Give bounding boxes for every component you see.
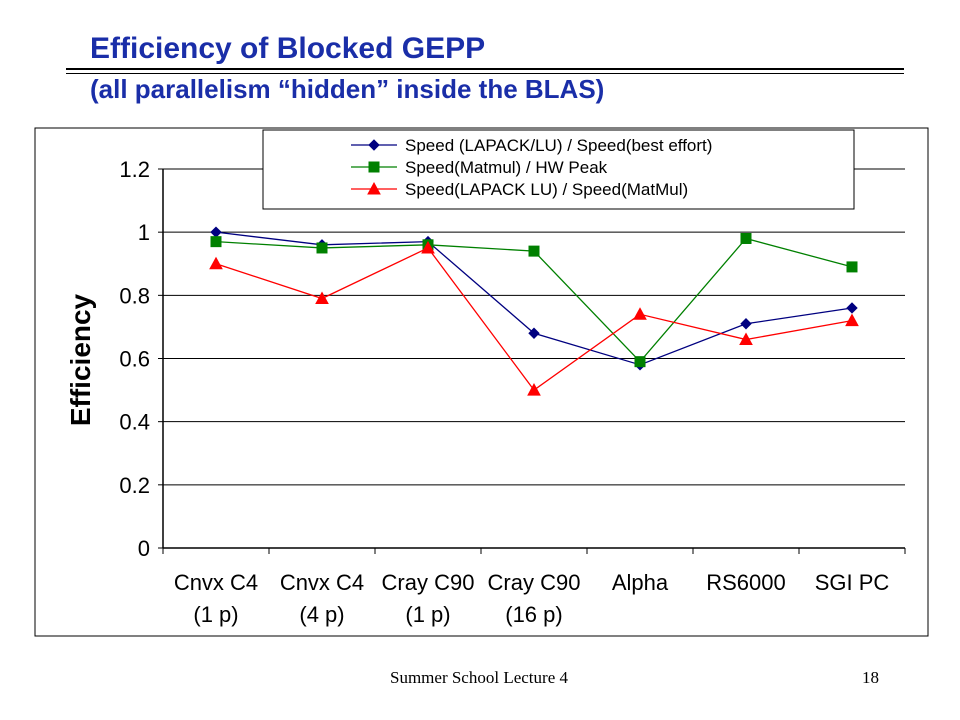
data-point	[846, 302, 858, 314]
x-tick-label: Cnvx C4	[174, 570, 258, 595]
legend-marker	[367, 181, 381, 195]
data-point	[846, 261, 858, 273]
x-tick-label: Cray C90	[488, 570, 581, 595]
x-tick-sublabel: (1 p)	[405, 602, 450, 627]
title-underline-thin	[66, 73, 904, 74]
x-tick-label: Cnvx C4	[280, 570, 364, 595]
data-point	[740, 318, 752, 330]
y-axis-label: Efficiency	[65, 293, 96, 426]
y-tick-label: 0	[138, 536, 150, 561]
data-point	[528, 327, 540, 339]
data-point	[739, 332, 753, 346]
data-point	[316, 242, 328, 254]
y-tick-label: 0.2	[119, 473, 150, 498]
data-point	[421, 240, 435, 254]
x-tick-sublabel: (1 p)	[193, 602, 238, 627]
legend-marker	[368, 139, 380, 151]
legend-label: Speed(Matmul) / HW Peak	[405, 158, 608, 177]
x-tick-label: Alpha	[612, 570, 669, 595]
x-tick-label: RS6000	[706, 570, 786, 595]
y-tick-label: 1	[138, 220, 150, 245]
data-point	[528, 245, 540, 257]
data-point	[845, 313, 859, 327]
data-point	[209, 256, 223, 270]
slide-subtitle: (all parallelism “hidden” inside the BLA…	[90, 74, 605, 104]
x-tick-sublabel: (4 p)	[299, 602, 344, 627]
footer-text: Summer School Lecture 4	[390, 668, 568, 687]
x-tick-label: SGI PC	[815, 570, 890, 595]
legend-marker	[368, 161, 380, 173]
x-tick-label: Cray C90	[382, 570, 475, 595]
data-point	[740, 232, 752, 244]
legend-label: Speed(LAPACK LU) / Speed(MatMul)	[405, 180, 688, 199]
y-tick-label: 0.4	[119, 410, 150, 435]
legend-box	[262, 129, 855, 210]
data-point	[633, 307, 647, 320]
y-tick-label: 1.2	[119, 157, 150, 182]
data-point	[315, 291, 329, 304]
slide-title: Efficiency of Blocked GEPP	[90, 32, 486, 65]
title-underline	[66, 68, 904, 70]
legend-label: Speed (LAPACK/LU) / Speed(best effort)	[405, 136, 712, 155]
x-tick-sublabel: (16 p)	[505, 602, 562, 627]
page-number: 18	[862, 668, 879, 687]
data-point	[634, 356, 646, 368]
data-point	[527, 383, 541, 396]
data-point	[210, 236, 222, 248]
y-tick-label: 0.8	[119, 283, 150, 308]
y-tick-label: 0.6	[119, 347, 150, 372]
